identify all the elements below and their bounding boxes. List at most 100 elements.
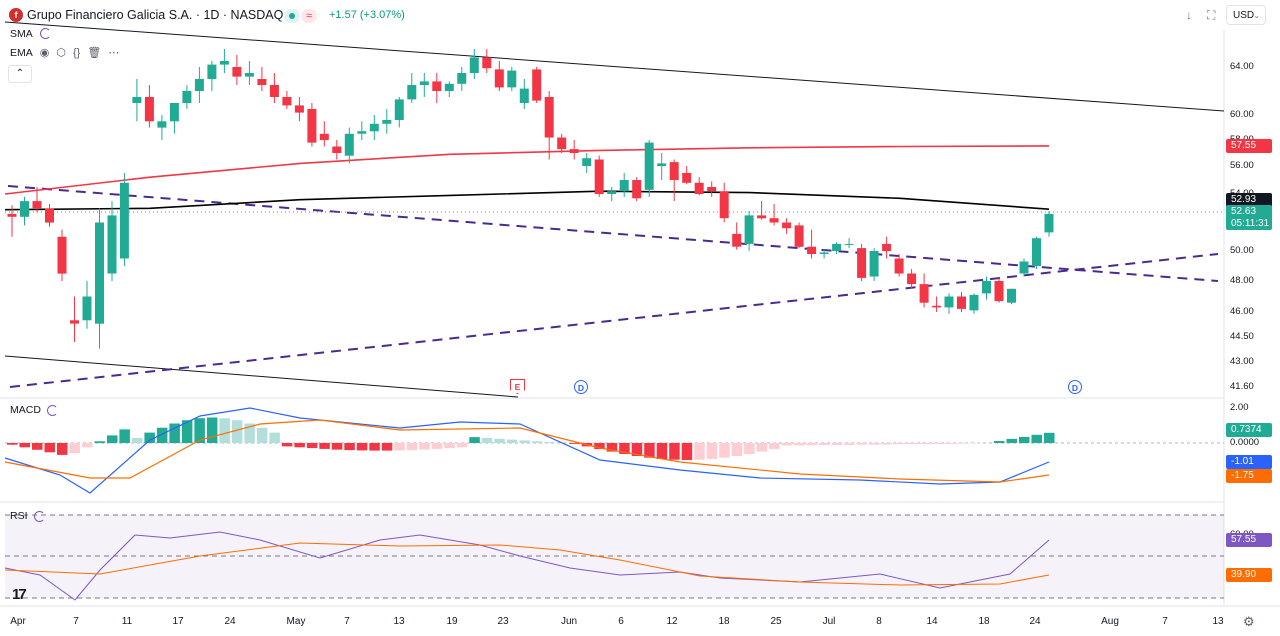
- time-axis-label: Jun: [560, 616, 578, 627]
- candle-body: [657, 163, 667, 166]
- symbol-title[interactable]: Grupo Financiero Galicia S.A. · 1D · NAS…: [27, 8, 284, 22]
- candle-body: [632, 180, 642, 199]
- ema-value-tag: 52.93: [1226, 193, 1272, 207]
- rsi-band: [5, 515, 1224, 598]
- gear-icon[interactable]: ⚙: [1243, 614, 1255, 629]
- dividend-event-marker[interactable]: D: [1068, 380, 1082, 394]
- trash-icon[interactable]: 🗑: [87, 47, 102, 59]
- candle-body: [669, 162, 679, 180]
- macd-histogram-bar: [1044, 432, 1055, 443]
- macd-histogram-bar: [906, 443, 918, 445]
- macd-histogram-bar: [856, 443, 868, 445]
- candle-body: [1007, 288, 1016, 303]
- candle-body: [444, 83, 454, 91]
- macd-histogram-bar: [369, 443, 380, 451]
- macd-histogram-bar: [1019, 436, 1030, 443]
- candle-body: [7, 213, 17, 217]
- sma-value-tag: 57.55: [1226, 139, 1272, 153]
- candle-body: [107, 215, 117, 274]
- candle-body: [782, 222, 792, 229]
- macd-histogram-bar: [444, 443, 455, 449]
- candle-body: [919, 284, 929, 303]
- price-axis-label: 56.00: [1230, 160, 1254, 171]
- candle-body: [757, 215, 767, 219]
- macd-histogram-bar: [919, 443, 930, 445]
- price-axis-label: 41.60: [1230, 381, 1254, 392]
- candle-body: [594, 159, 604, 194]
- macd-histogram-bar: [781, 443, 793, 446]
- macd-histogram-bar: [406, 443, 418, 451]
- time-axis-label: 8: [876, 616, 882, 627]
- macd-histogram-bar: [894, 443, 905, 445]
- earnings-event-marker[interactable]: E: [510, 379, 525, 394]
- settings-icon[interactable]: ⬡: [56, 47, 66, 59]
- wave-icon: ≈: [301, 9, 317, 23]
- rsi-value-tag: 57.55: [1226, 533, 1272, 547]
- candle-body: [32, 201, 42, 209]
- time-axis-label: 23: [497, 616, 509, 627]
- symbol-logo: f: [9, 8, 23, 22]
- loading-icon: [39, 28, 51, 39]
- macd-histogram-bar: [994, 441, 1005, 443]
- macd-axis-label: 2.00: [1230, 402, 1249, 413]
- macd-histogram-bar: [356, 443, 368, 451]
- candle-body: [544, 97, 554, 138]
- candle-body: [944, 296, 954, 308]
- candle-body: [894, 258, 904, 274]
- candle-body: [382, 120, 392, 124]
- candle-body: [132, 97, 142, 103]
- macd-histogram-bar: [644, 443, 655, 458]
- tradingview-logo[interactable]: 17: [12, 586, 27, 603]
- macd-histogram-bar: [156, 427, 168, 443]
- time-axis-label: Aug: [1101, 616, 1119, 627]
- time-axis-label: 13: [393, 616, 405, 627]
- macd-pane-label[interactable]: MACD: [10, 404, 58, 416]
- collapse-indicators-button[interactable]: ⌃: [8, 65, 32, 83]
- ema-indicator-row[interactable]: EMA ◉ ⬡ {} 🗑 ⋯: [4, 44, 119, 61]
- currency-button[interactable]: USD ⌄: [1226, 5, 1266, 25]
- price-axis-label: 43.00: [1230, 356, 1254, 367]
- macd-histogram-bar: [744, 443, 755, 454]
- candle-body: [407, 85, 417, 100]
- macd-histogram-bar: [269, 432, 280, 443]
- candle-body: [844, 243, 854, 245]
- candle-body: [357, 131, 367, 134]
- dividend-event-marker[interactable]: D: [574, 380, 588, 394]
- time-axis-label: 7: [73, 616, 79, 627]
- signal-line: [4, 419, 1050, 483]
- candle-body: [907, 273, 917, 285]
- fullscreen-icon[interactable]: ⛶: [1207, 8, 1216, 22]
- source-code-icon[interactable]: {}: [72, 46, 81, 59]
- price-axis-label: 44.50: [1230, 331, 1254, 342]
- macd-histogram-bar: [256, 427, 268, 443]
- sma-indicator-row[interactable]: SMA: [4, 25, 51, 42]
- eye-icon[interactable]: ◉: [39, 47, 50, 59]
- macd-histogram-bar: [281, 443, 293, 447]
- candle-body: [532, 69, 542, 101]
- macd-histogram-bar: [669, 443, 680, 460]
- candle-body: [482, 57, 492, 69]
- candle-body: [869, 251, 879, 277]
- macd-histogram-bar: [656, 443, 668, 459]
- more-icon[interactable]: ⋯: [108, 47, 120, 59]
- candle-body: [419, 81, 429, 85]
- candle-body: [932, 305, 942, 308]
- time-axis-label: Jul: [822, 616, 836, 627]
- currency-label: USD: [1233, 10, 1255, 21]
- macd-histogram-bar: [544, 442, 555, 443]
- macd-histogram-bar: [344, 443, 355, 451]
- candle-body: [169, 103, 179, 122]
- price-axis-label: 64.00: [1230, 61, 1254, 72]
- sma-line: [4, 145, 1050, 195]
- market-open-icon: [284, 9, 300, 23]
- macd-histogram-bar: [681, 443, 693, 460]
- macd-histogram-bar: [819, 443, 830, 446]
- rsi-pane-label[interactable]: RSI: [10, 510, 45, 522]
- macd-histogram-bar: [719, 443, 730, 458]
- macd-histogram-bar: [169, 423, 180, 443]
- macd-histogram-bar: [631, 443, 643, 456]
- macd-histogram-bar: [331, 443, 343, 450]
- download-icon[interactable]: ↓: [1186, 8, 1192, 22]
- macd-histogram-bar: [481, 437, 493, 443]
